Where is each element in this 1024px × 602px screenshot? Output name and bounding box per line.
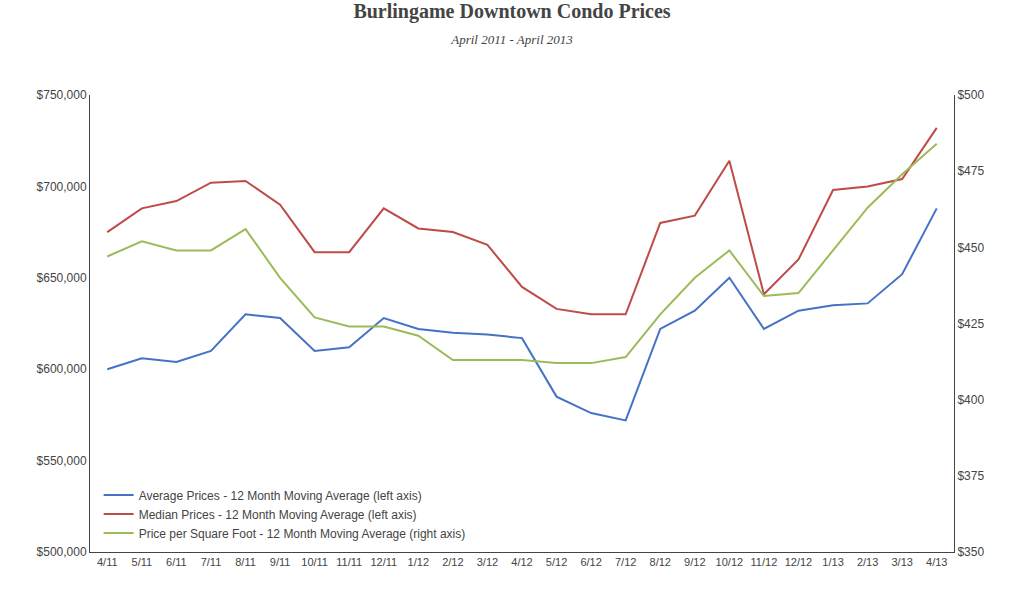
svg-text:8/12: 8/12 (650, 556, 671, 568)
svg-text:1/12: 1/12 (408, 556, 429, 568)
svg-text:$500,000: $500,000 (37, 545, 87, 559)
svg-text:Average Prices - 12 Month Movi: Average Prices - 12 Month Moving Average… (139, 489, 422, 503)
svg-text:6/11: 6/11 (166, 556, 187, 568)
svg-text:10/12: 10/12 (716, 556, 744, 568)
svg-text:10/11: 10/11 (301, 556, 328, 568)
svg-text:$700,000: $700,000 (37, 180, 87, 194)
svg-text:3/12: 3/12 (477, 556, 498, 568)
svg-text:4/11: 4/11 (97, 556, 118, 568)
svg-text:3/13: 3/13 (891, 556, 912, 568)
svg-text:$450: $450 (957, 241, 984, 255)
svg-text:5/11: 5/11 (132, 556, 153, 568)
svg-text:Median Prices - 12 Month Movin: Median Prices - 12 Month Moving Average … (139, 508, 417, 522)
svg-text:$500: $500 (957, 88, 984, 102)
svg-text:4/12: 4/12 (511, 556, 532, 568)
svg-text:2/13: 2/13 (857, 556, 878, 568)
svg-text:4/13: 4/13 (926, 556, 947, 568)
svg-text:$425: $425 (957, 317, 984, 331)
svg-text:Price per Square Foot - 12 Mon: Price per Square Foot - 12 Month Moving … (139, 527, 466, 541)
svg-text:$600,000: $600,000 (37, 362, 87, 376)
svg-text:$650,000: $650,000 (37, 271, 87, 285)
svg-text:9/12: 9/12 (684, 556, 705, 568)
svg-text:7/12: 7/12 (615, 556, 636, 568)
svg-text:$400: $400 (957, 393, 984, 407)
svg-text:11/12: 11/12 (751, 556, 778, 568)
svg-text:9/11: 9/11 (270, 556, 291, 568)
svg-text:7/11: 7/11 (201, 556, 222, 568)
svg-text:12/12: 12/12 (785, 556, 813, 568)
svg-text:8/11: 8/11 (235, 556, 256, 568)
svg-text:12/11: 12/11 (370, 556, 397, 568)
svg-text:Burlingame Downtown Condo Pric: Burlingame Downtown Condo PricesApril 20… (353, 0, 670, 47)
svg-text:$350: $350 (957, 545, 984, 559)
svg-text:$750,000: $750,000 (37, 88, 87, 102)
svg-text:2/12: 2/12 (442, 556, 463, 568)
svg-text:11/11: 11/11 (336, 556, 362, 568)
svg-text:5/12: 5/12 (546, 556, 567, 568)
svg-text:$475: $475 (957, 164, 984, 178)
svg-text:$375: $375 (957, 469, 984, 483)
svg-text:1/13: 1/13 (822, 556, 843, 568)
svg-text:$550,000: $550,000 (37, 454, 87, 468)
svg-text:6/12: 6/12 (580, 556, 601, 568)
